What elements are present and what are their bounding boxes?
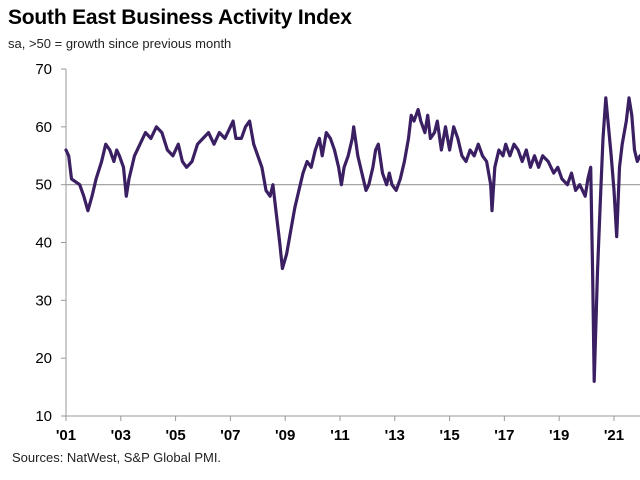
y-tick-label: 30 xyxy=(35,292,52,309)
x-tick-label: '03 xyxy=(111,427,131,444)
y-tick-label: 10 xyxy=(35,408,52,425)
chart-axes: 10 20 30 40 50 60 70 '01 '03 '05 '07 '09 '11 '13 '15 '1… xyxy=(35,61,640,444)
y-tick-label: 20 xyxy=(35,350,52,367)
x-tick-label: '21 xyxy=(604,427,624,444)
chart-subtitle: sa, >50 = growth since previous month xyxy=(8,36,232,51)
y-tick-label: 60 xyxy=(35,119,52,136)
x-tick-label: '01 xyxy=(56,427,76,444)
series-line-business-activity xyxy=(64,96,640,383)
x-tick-label: '15 xyxy=(439,427,459,444)
x-tick-label: '17 xyxy=(494,427,514,444)
x-tick-label: '09 xyxy=(275,427,295,444)
chart-source: Sources: NatWest, S&P Global PMI. xyxy=(12,450,222,465)
x-tick-label: '19 xyxy=(549,427,569,444)
x-tick-label: '07 xyxy=(220,427,240,444)
chart-marks xyxy=(64,96,640,383)
y-tick-label: 40 xyxy=(35,235,52,252)
y-tick-label: 70 xyxy=(35,61,52,78)
x-tick-label: '05 xyxy=(165,427,185,444)
y-tick-label: 50 xyxy=(35,177,52,194)
x-tick-label: '13 xyxy=(385,427,405,444)
chart-title: South East Business Activity Index xyxy=(8,6,352,29)
x-tick-label: '11 xyxy=(330,427,349,444)
